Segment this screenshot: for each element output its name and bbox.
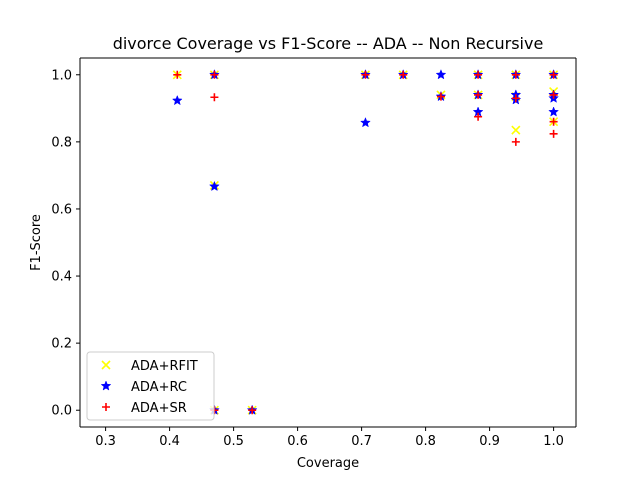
x-tick-label: 1.0 bbox=[543, 434, 564, 449]
legend-marker bbox=[100, 380, 112, 391]
data-point bbox=[209, 180, 220, 192]
data-points bbox=[171, 69, 559, 415]
data-point bbox=[474, 112, 483, 121]
data-point bbox=[511, 94, 520, 103]
y-axis-label: F1-Score bbox=[29, 214, 44, 271]
data-point bbox=[549, 117, 558, 126]
x-tick-label: 0.9 bbox=[479, 434, 500, 449]
y-tick-label: 0.2 bbox=[51, 337, 72, 352]
y-tick-label: 0.6 bbox=[51, 202, 72, 217]
data-point bbox=[511, 70, 520, 79]
legend-marker bbox=[102, 403, 110, 411]
x-ticks: 0.3 0.4 0.5 0.6 0.7 0.8 0.9 1.0 bbox=[95, 427, 564, 449]
data-point bbox=[173, 70, 182, 79]
data-point bbox=[549, 90, 558, 99]
data-point bbox=[436, 92, 445, 101]
legend-box bbox=[86, 351, 215, 421]
data-point bbox=[248, 406, 257, 415]
chart-title: divorce Coverage vs F1-Score -- ADA -- N… bbox=[113, 34, 544, 53]
legend-label: ADA+RC bbox=[131, 380, 187, 395]
y-tick-label: 0.8 bbox=[51, 135, 72, 150]
data-point bbox=[435, 69, 447, 80]
legend: ADA+RFIT ADA+RC ADA+SR bbox=[86, 351, 215, 421]
series-ada-rc bbox=[171, 69, 559, 415]
x-tick-label: 0.5 bbox=[223, 434, 244, 449]
data-point bbox=[511, 125, 521, 135]
x-tick-label: 0.3 bbox=[95, 434, 116, 449]
data-point bbox=[171, 94, 183, 106]
data-point bbox=[210, 70, 219, 79]
y-tick-label: 0.0 bbox=[51, 404, 72, 419]
x-tick-label: 0.8 bbox=[415, 434, 436, 449]
legend-label: ADA+SR bbox=[131, 401, 187, 416]
x-tick-label: 0.6 bbox=[287, 434, 308, 449]
y-ticks: 0.0 0.2 0.4 0.6 0.8 1.0 bbox=[51, 68, 80, 419]
data-point bbox=[548, 106, 559, 117]
data-point bbox=[399, 70, 408, 79]
data-point bbox=[549, 70, 558, 79]
data-point bbox=[360, 117, 371, 128]
data-point bbox=[474, 90, 483, 99]
series-ada-sr bbox=[173, 70, 558, 415]
data-point bbox=[474, 70, 483, 79]
y-tick-label: 0.4 bbox=[51, 270, 72, 285]
data-point bbox=[210, 93, 219, 102]
x-tick-label: 0.4 bbox=[159, 434, 180, 449]
plot-area bbox=[79, 57, 577, 428]
legend-label: ADA+RFIT bbox=[131, 359, 198, 374]
y-tick-label: 1.0 bbox=[51, 68, 72, 83]
data-point bbox=[511, 137, 520, 146]
data-point bbox=[549, 129, 558, 138]
data-point bbox=[361, 70, 370, 79]
x-axis-label: Coverage bbox=[297, 456, 359, 471]
x-tick-label: 0.7 bbox=[351, 434, 372, 449]
legend-marker bbox=[101, 360, 111, 370]
